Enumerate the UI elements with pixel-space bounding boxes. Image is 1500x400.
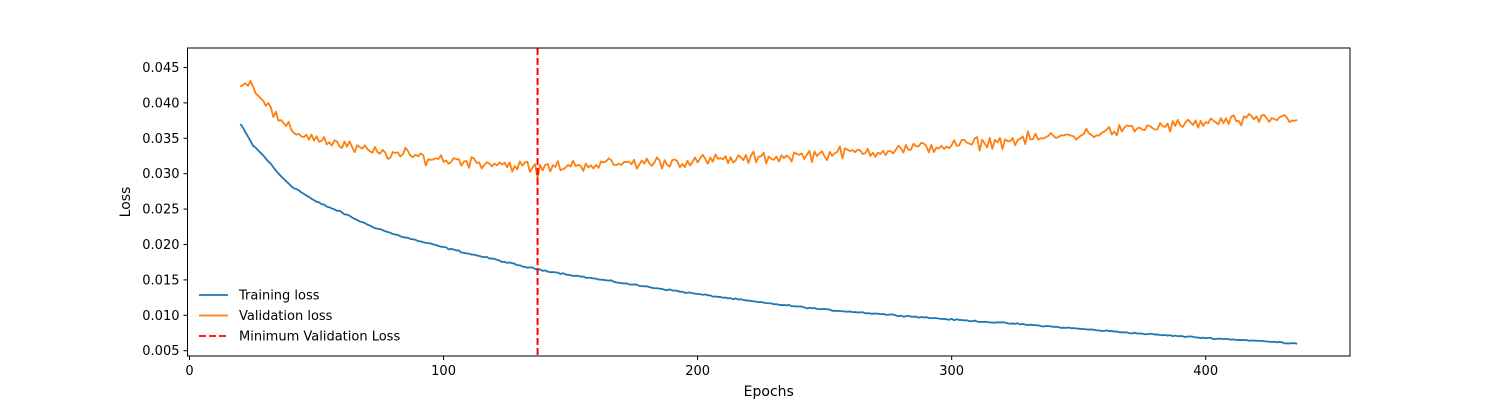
series-line-training-loss bbox=[239, 123, 1298, 345]
y-tick-label: 0.030 bbox=[142, 167, 179, 182]
series-line-validation-loss bbox=[239, 80, 1298, 180]
x-axis-title: Epochs bbox=[744, 384, 794, 400]
y-tick-label: 0.015 bbox=[142, 273, 179, 288]
y-tick-label: 0.035 bbox=[142, 132, 179, 147]
legend-item: Minimum Validation Loss bbox=[199, 330, 400, 345]
x-tick-label: 300 bbox=[939, 364, 964, 379]
plot-frame bbox=[187, 47, 1351, 357]
legend-label: Minimum Validation Loss bbox=[239, 330, 400, 345]
x-axis: 0 100 200 300 400 bbox=[185, 356, 1218, 379]
legend-item: Validation loss bbox=[199, 309, 333, 324]
y-tick-label: 0.045 bbox=[142, 61, 179, 76]
x-tick-label: 400 bbox=[1193, 364, 1218, 379]
x-tick-label: 100 bbox=[431, 364, 456, 379]
plot-background bbox=[187, 48, 1350, 356]
y-axis: 0.005 0.010 0.015 0.020 0.025 0.030 0.035 0.040… bbox=[142, 61, 188, 359]
y-tick-label: 0.010 bbox=[142, 309, 179, 324]
legend-label: Training loss bbox=[238, 289, 320, 304]
x-tick-label: 0 bbox=[185, 364, 193, 379]
y-tick-label: 0.005 bbox=[142, 344, 179, 359]
legend-label: Validation loss bbox=[239, 309, 333, 324]
y-axis-title: Loss bbox=[118, 187, 134, 218]
y-tick-label: 0.020 bbox=[142, 238, 179, 253]
x-tick-label: 200 bbox=[685, 364, 710, 379]
y-tick-label: 0.040 bbox=[142, 96, 179, 111]
legend: Training loss Validation loss Minimum Vali… bbox=[199, 289, 400, 345]
series-layer bbox=[239, 80, 1298, 345]
y-tick-label: 0.025 bbox=[142, 203, 179, 218]
legend-item: Training loss bbox=[199, 289, 320, 304]
